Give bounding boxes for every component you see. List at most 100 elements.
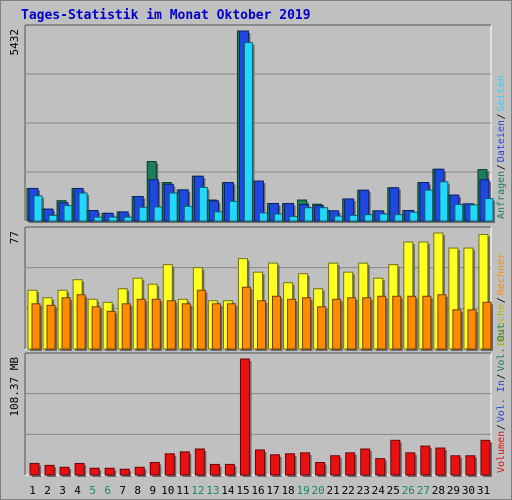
bar-volumen-day-20 xyxy=(315,461,326,476)
x-tick-label-7: 7 xyxy=(119,484,126,497)
bar-seiten-day-4 xyxy=(78,192,88,222)
bar-rechner-day-1 xyxy=(31,303,41,350)
bar-rechner-day-10 xyxy=(166,300,176,350)
x-tick-label-16: 16 xyxy=(251,484,264,497)
bar-rechner-day-19 xyxy=(302,297,312,350)
bar-seiten-day-5 xyxy=(93,216,103,222)
bar-volumen-day-26 xyxy=(405,452,416,476)
x-tick-label-11: 11 xyxy=(176,484,189,497)
bar-seiten-day-1 xyxy=(33,195,43,222)
legend-rechner: Rechner xyxy=(496,253,507,295)
x-tick-label-12: 12 xyxy=(191,484,204,497)
x-tick-label-31: 31 xyxy=(477,484,490,497)
page-title: Tages-Statistik im Monat Oktober 2019 xyxy=(21,8,311,23)
y-max-label-bottom: 108.37 MB xyxy=(8,357,21,417)
bar-volumen-day-17 xyxy=(270,454,281,476)
x-tick-label-8: 8 xyxy=(134,484,141,497)
bar-volumen-day-7 xyxy=(119,468,130,476)
bar-volumen-day-5 xyxy=(89,467,100,476)
bar-volumen-day-10 xyxy=(164,453,175,476)
bar-seiten-day-7 xyxy=(123,216,133,222)
bar-seiten-day-26 xyxy=(409,211,419,222)
y-max-label-middle: 77 xyxy=(8,231,21,244)
bar-volumen-day-31 xyxy=(480,439,491,476)
bar-rechner-day-30 xyxy=(467,309,477,350)
x-tick-label-10: 10 xyxy=(161,484,174,497)
legend-anfragen: Anfragen xyxy=(496,171,507,219)
bar-volumen-day-29 xyxy=(450,455,461,476)
x-tick-label-30: 30 xyxy=(462,484,475,497)
bar-rechner-day-15 xyxy=(241,286,251,350)
x-tick-label-19: 19 xyxy=(296,484,309,497)
legend-separator: / xyxy=(496,424,507,430)
x-tick-label-25: 25 xyxy=(387,484,400,497)
legend-volout: Vol. Out xyxy=(496,323,507,371)
bar-rechner-day-5 xyxy=(91,306,101,350)
legend-volin: Vol. In xyxy=(496,380,507,422)
bar-seiten-day-23 xyxy=(364,214,374,222)
legend-besuche: Besuche xyxy=(496,304,507,346)
bar-volumen-day-9 xyxy=(149,461,160,476)
x-tick-label-3: 3 xyxy=(59,484,66,497)
bar-rechner-day-6 xyxy=(106,310,116,350)
x-tick-label-28: 28 xyxy=(432,484,445,497)
bar-volumen-day-1 xyxy=(29,462,40,476)
bar-seiten-day-21 xyxy=(334,215,344,222)
bar-seiten-day-31 xyxy=(484,198,494,222)
legend-seiten: Seiten xyxy=(496,75,507,111)
legend-separator: / xyxy=(496,374,507,380)
bar-volumen-day-14 xyxy=(224,463,235,476)
bar-rechner-day-17 xyxy=(272,295,282,350)
bar-seiten-day-15 xyxy=(243,42,253,222)
bar-rechner-day-11 xyxy=(181,303,191,350)
bar-rechner-day-18 xyxy=(287,298,297,350)
bar-rechner-day-12 xyxy=(196,289,206,350)
bar-rechner-day-25 xyxy=(392,295,402,350)
bar-volumen-day-8 xyxy=(134,466,145,476)
x-tick-label-14: 14 xyxy=(221,484,235,497)
x-tick-label-9: 9 xyxy=(149,484,156,497)
bar-rechner-day-24 xyxy=(377,295,387,350)
x-tick-label-4: 4 xyxy=(74,484,81,497)
bar-seiten-day-24 xyxy=(379,213,389,222)
x-tick-label-2: 2 xyxy=(44,484,51,497)
bar-volumen-day-24 xyxy=(375,458,386,476)
legend-separator: / xyxy=(496,297,507,303)
bar-seiten-day-20 xyxy=(319,207,329,222)
x-tick-label-22: 22 xyxy=(342,484,355,497)
bar-seiten-day-30 xyxy=(469,204,479,222)
x-tick-label-5: 5 xyxy=(89,484,96,497)
bar-seiten-day-6 xyxy=(108,216,118,222)
bar-seiten-day-19 xyxy=(304,207,314,222)
bar-rechner-day-3 xyxy=(61,297,71,350)
bar-volumen-day-13 xyxy=(209,463,220,476)
bar-seiten-day-2 xyxy=(48,214,58,222)
legend-separator: / xyxy=(496,113,507,119)
bar-seiten-day-17 xyxy=(274,213,284,222)
bar-volumen-day-21 xyxy=(330,455,341,476)
bar-rechner-day-20 xyxy=(317,306,327,350)
bar-rechner-day-29 xyxy=(452,309,462,350)
bar-rechner-day-7 xyxy=(121,303,131,350)
x-tick-label-15: 15 xyxy=(236,484,249,497)
bar-rechner-day-14 xyxy=(226,303,236,350)
x-tick-label-20: 20 xyxy=(312,484,325,497)
bar-seiten-day-29 xyxy=(454,204,464,222)
bar-volumen-day-15 xyxy=(239,358,250,476)
bar-volumen-day-28 xyxy=(435,447,446,476)
bar-seiten-day-18 xyxy=(289,215,299,222)
bar-seiten-day-9 xyxy=(153,206,163,222)
x-tick-label-17: 17 xyxy=(266,484,279,497)
bar-rechner-day-23 xyxy=(362,297,372,350)
bar-rechner-day-13 xyxy=(211,303,221,350)
bar-volumen-day-18 xyxy=(285,453,296,476)
y-max-label-top: 5432 xyxy=(8,29,21,56)
bar-seiten-day-28 xyxy=(439,181,449,222)
bar-seiten-day-3 xyxy=(63,205,73,222)
x-tick-label-29: 29 xyxy=(447,484,460,497)
bar-rechner-day-26 xyxy=(407,295,417,350)
bar-seiten-day-16 xyxy=(258,212,268,222)
bar-volumen-day-23 xyxy=(360,448,371,476)
